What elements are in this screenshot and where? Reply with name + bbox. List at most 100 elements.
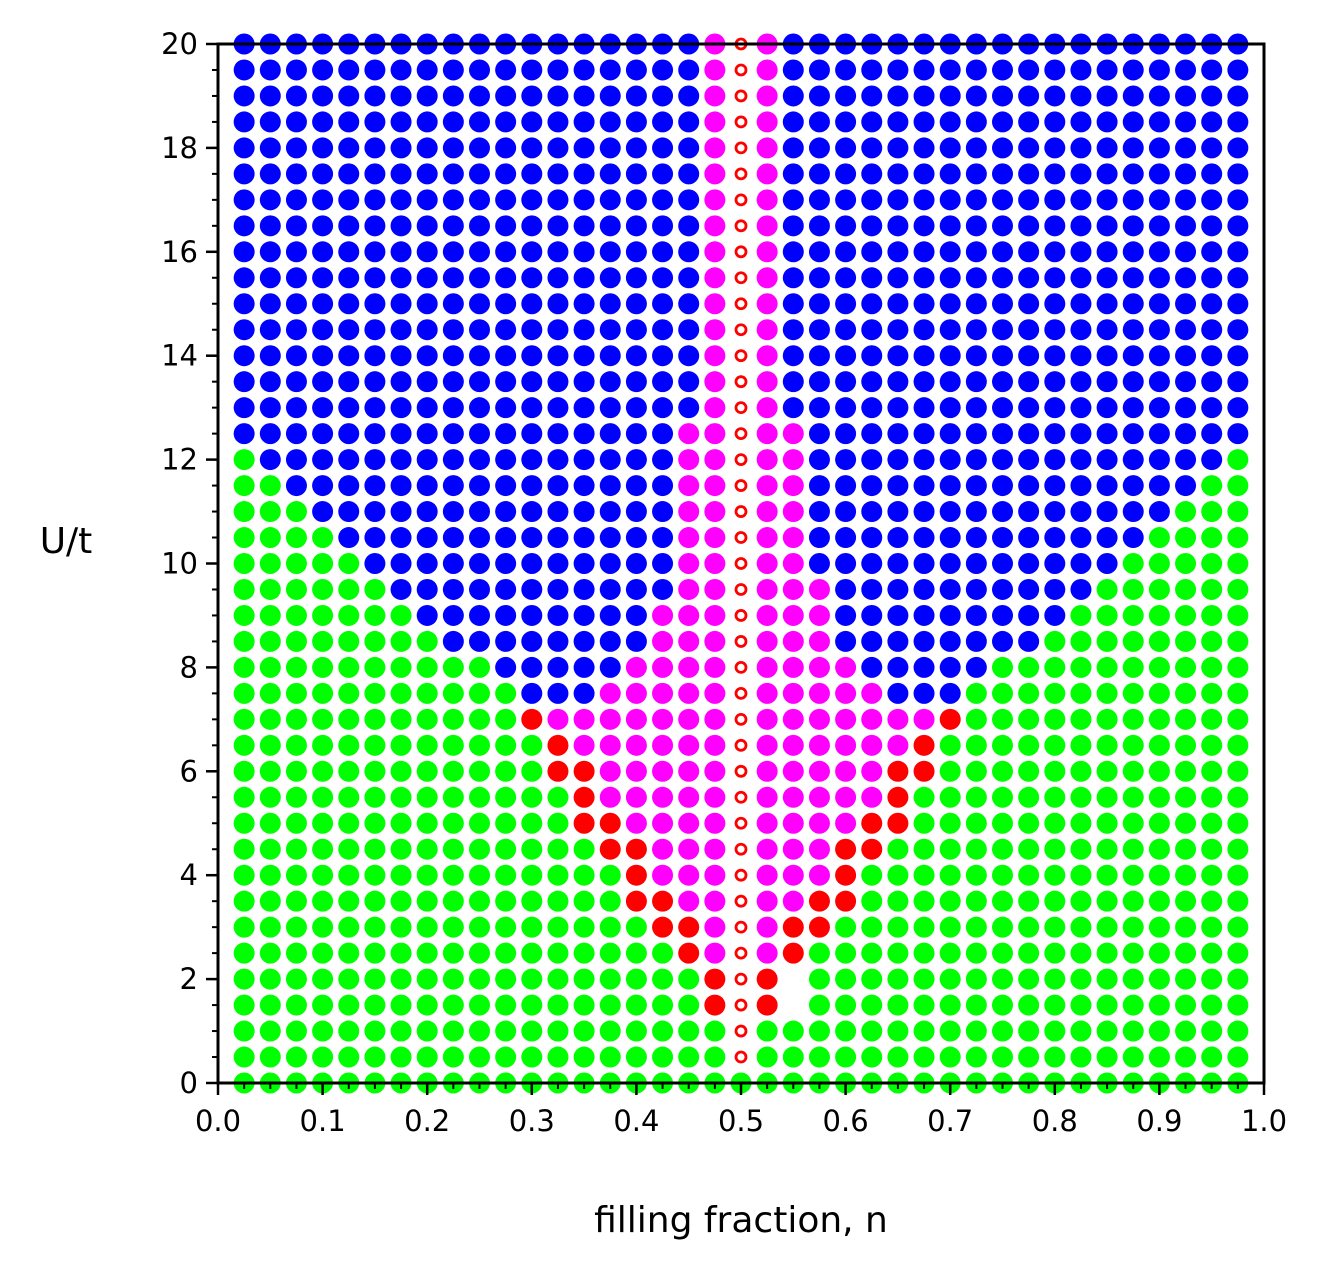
data-point [521, 604, 543, 626]
data-point [1227, 59, 1249, 81]
data-point [338, 553, 360, 574]
data-point [233, 397, 255, 419]
data-point [416, 319, 438, 341]
data-point [835, 682, 857, 704]
data-point [1122, 916, 1144, 938]
data-point [338, 371, 360, 393]
data-point [887, 630, 909, 652]
data-point [1175, 215, 1197, 237]
data-point [521, 475, 543, 497]
data-point [547, 397, 569, 419]
data-point [312, 708, 334, 730]
data-point [1070, 553, 1092, 574]
data-point [704, 1020, 726, 1042]
data-point [1175, 189, 1197, 211]
data-point [861, 475, 883, 497]
data-point [442, 241, 464, 263]
data-point [887, 553, 909, 574]
data-point [704, 85, 726, 107]
data-point [1201, 189, 1223, 211]
data-point [704, 838, 726, 860]
data-point [442, 85, 464, 107]
data-point [521, 527, 543, 549]
data-point [625, 137, 647, 159]
data-point [1122, 604, 1144, 626]
data-point [390, 968, 412, 990]
data-point [312, 656, 334, 678]
data-point [913, 527, 935, 549]
data-point [704, 942, 726, 964]
data-point [756, 215, 778, 237]
data-point [259, 838, 281, 860]
data-point [1201, 111, 1223, 133]
data-point [573, 760, 595, 782]
data-point [808, 578, 830, 600]
data-point [364, 163, 386, 185]
data-point [756, 630, 778, 652]
data-point [495, 241, 517, 263]
data-point [1148, 708, 1170, 730]
data-point [913, 708, 935, 730]
data-point [390, 734, 412, 756]
data-point [939, 267, 961, 289]
data-point [285, 319, 307, 341]
data-point [992, 85, 1013, 107]
data-point [1122, 994, 1144, 1016]
data-point [652, 501, 674, 523]
data-point [495, 604, 517, 626]
data-point [652, 85, 674, 107]
data-point [678, 85, 700, 107]
data-point [861, 59, 883, 81]
data-point [756, 111, 778, 133]
data-point [1227, 1046, 1249, 1068]
data-point [547, 1046, 569, 1068]
data-point [887, 371, 909, 393]
y-tick-label: 6 [180, 754, 198, 788]
data-point [652, 708, 674, 730]
data-point [1175, 553, 1197, 574]
data-point [835, 708, 857, 730]
data-point [652, 916, 674, 938]
data-point [861, 708, 883, 730]
data-point [364, 111, 386, 133]
data-point [1070, 423, 1092, 445]
data-point [965, 864, 987, 886]
data-point [887, 475, 909, 497]
data-point [1148, 423, 1170, 445]
data-point [992, 215, 1013, 237]
data-point [416, 189, 438, 211]
data-point [835, 241, 857, 263]
data-point [992, 267, 1013, 289]
data-point [992, 371, 1013, 393]
data-point [861, 85, 883, 107]
data-point [1227, 682, 1249, 704]
data-point [442, 215, 464, 237]
data-point [364, 786, 386, 808]
data-point [1070, 475, 1092, 497]
data-point [992, 293, 1013, 315]
data-point [678, 449, 700, 471]
data-point [1044, 59, 1066, 81]
data-point [782, 345, 804, 367]
data-point [913, 1046, 935, 1068]
data-point [1018, 111, 1040, 133]
data-point [233, 942, 255, 964]
data-point [861, 760, 883, 782]
data-point [416, 682, 438, 704]
data-point [469, 734, 490, 756]
data-point [965, 994, 987, 1016]
data-point [861, 371, 883, 393]
data-point [312, 137, 334, 159]
data-point [338, 527, 360, 549]
data-point [1227, 553, 1249, 574]
y-axis-label: U/t [40, 521, 93, 562]
data-point [390, 708, 412, 730]
data-point [1096, 111, 1118, 133]
data-point [338, 137, 360, 159]
data-point [416, 163, 438, 185]
data-point [547, 890, 569, 912]
data-point [1122, 786, 1144, 808]
data-point [1227, 994, 1249, 1016]
data-point [312, 838, 334, 860]
data-point [625, 630, 647, 652]
